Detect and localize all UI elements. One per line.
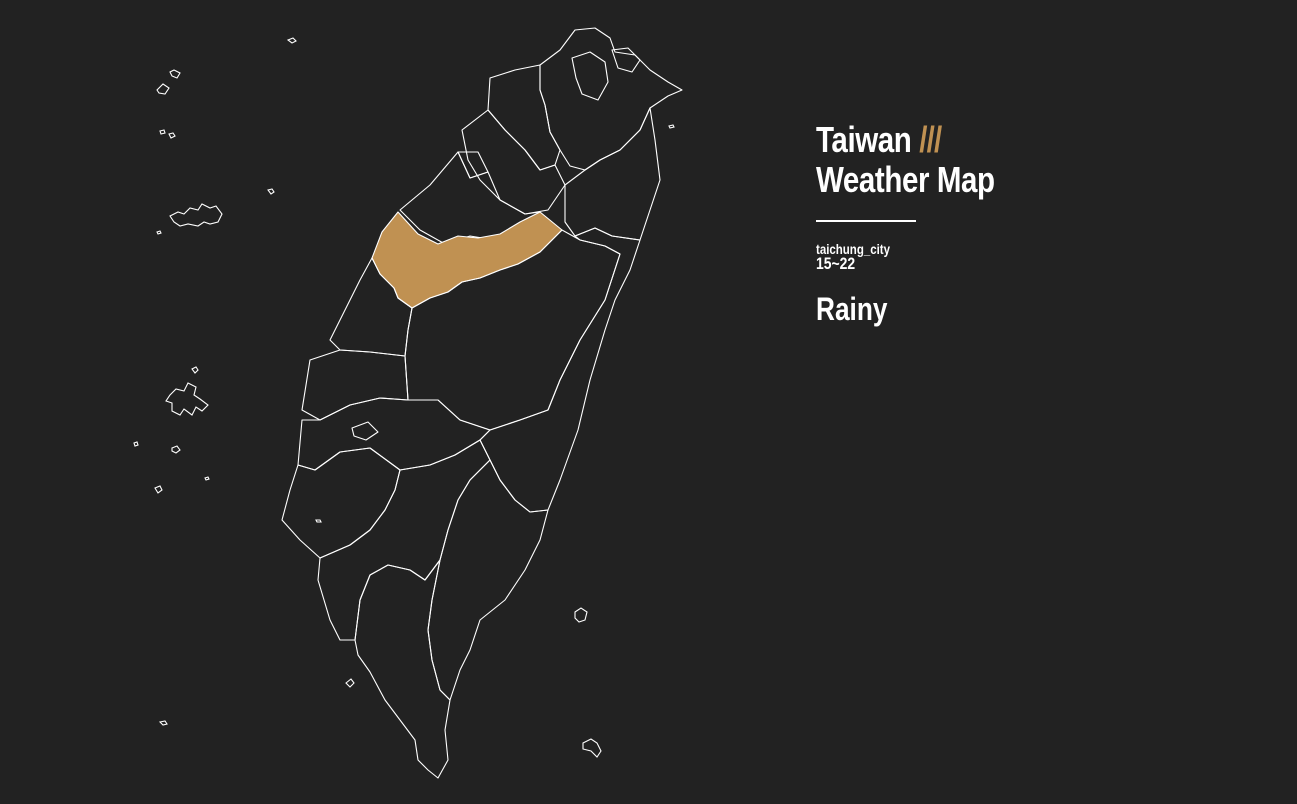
- island-outline: [156, 230, 162, 235]
- island-outline: [286, 37, 297, 44]
- island-outline: [668, 124, 675, 129]
- island-outline: [191, 366, 199, 374]
- counties: [281, 27, 683, 779]
- island-outline: [165, 382, 209, 416]
- island-outline: [574, 607, 588, 623]
- island-outline: [582, 738, 602, 758]
- chiayi-county[interactable]: [297, 397, 491, 471]
- island-outline: [315, 519, 322, 523]
- tainan-city[interactable]: [281, 447, 401, 559]
- island-outline: [345, 678, 355, 688]
- island-outline: [168, 132, 176, 139]
- island-outline: [156, 83, 170, 95]
- yunlin-county[interactable]: [301, 349, 409, 421]
- pingtung-county[interactable]: [354, 559, 451, 779]
- info-panel: Taiwan /// Weather Map taichung_city 15~…: [816, 120, 1116, 326]
- island-outline: [154, 485, 163, 494]
- selected-city-name: taichung_city: [816, 241, 891, 257]
- taichung-city[interactable]: [371, 211, 563, 309]
- hsinchu-county[interactable]: [461, 109, 566, 215]
- kaohsiung-city[interactable]: [317, 439, 491, 641]
- chiayi-city[interactable]: [351, 421, 379, 441]
- title-line-1: Taiwan: [816, 119, 912, 160]
- title-divider: [816, 220, 916, 222]
- title-accent: ///: [919, 119, 942, 160]
- island-outline: [171, 445, 181, 454]
- hsinchu-city[interactable]: [457, 151, 489, 179]
- penghu-islands: [133, 366, 210, 494]
- island-outline: [159, 129, 166, 135]
- island-outline: [169, 69, 181, 79]
- title-line-2: Weather Map: [816, 159, 995, 200]
- taoyuan-city[interactable]: [487, 64, 561, 171]
- page-title: Taiwan /// Weather Map: [816, 120, 1062, 200]
- yilan-county[interactable]: [564, 107, 661, 241]
- island-outline: [133, 441, 139, 447]
- new-taipei-county[interactable]: [539, 27, 683, 171]
- taipei-city[interactable]: [571, 51, 609, 101]
- offshore-islands: [156, 37, 297, 235]
- keelung-city[interactable]: [611, 47, 641, 73]
- island-outline: [158, 720, 168, 726]
- east-islands: [158, 124, 675, 758]
- island-outline: [204, 476, 210, 481]
- selected-city-temperature: 15~22: [816, 254, 856, 273]
- island-outline: [169, 203, 223, 227]
- taitung-county[interactable]: [427, 459, 549, 701]
- hualien-county[interactable]: [479, 227, 641, 513]
- selected-city-weather: Rainy: [816, 291, 888, 327]
- island-outline: [267, 188, 275, 195]
